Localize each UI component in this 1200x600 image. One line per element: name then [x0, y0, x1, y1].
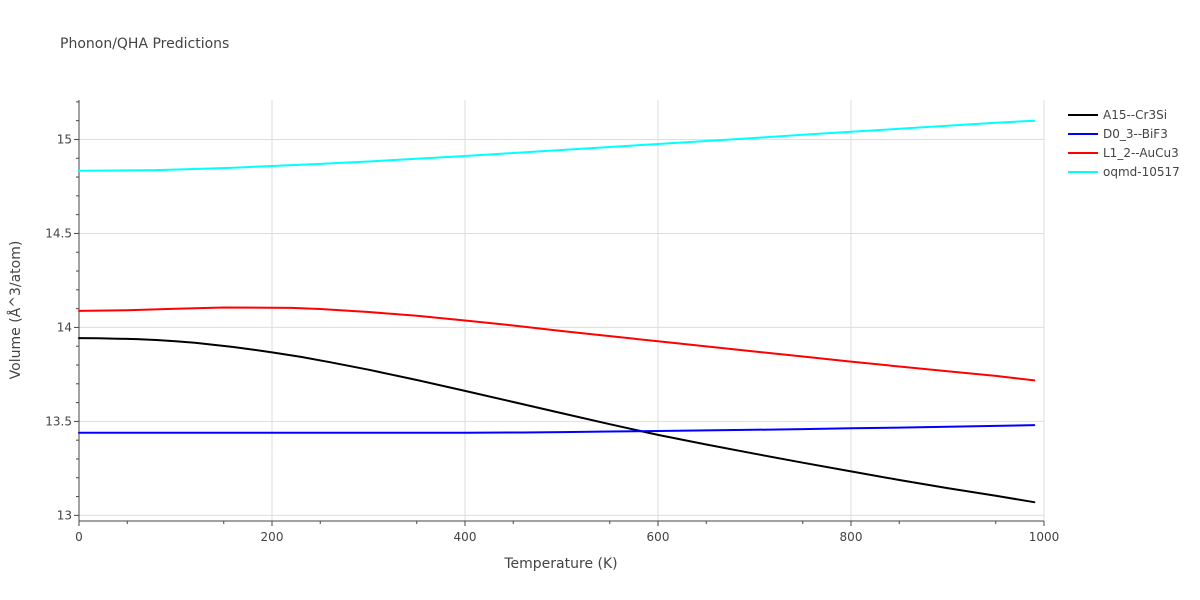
x-tick-label: 200 — [261, 530, 284, 544]
y-tick-label: 14.5 — [45, 226, 72, 240]
series-line-oqmd-10517 — [78, 119, 1036, 172]
chart-title: Phonon/QHA Predictions — [60, 36, 230, 52]
legend-label: A15--Cr3Si — [1103, 108, 1167, 122]
legend: A15--Cr3Si D0_3--BiF3 L1_2--AuCu3 oqmd-1051… — [1068, 108, 1180, 179]
y-tick-label: 14 — [57, 320, 72, 334]
y-tick-label: 13 — [57, 508, 72, 522]
grid-layer — [79, 100, 1045, 521]
x-tick-label: 1000 — [1029, 530, 1060, 544]
series-line-A15--Cr3Si — [78, 337, 1036, 504]
legend-item[interactable]: L1_2--AuCu3 — [1068, 146, 1179, 160]
legend-label: D0_3--BiF3 — [1103, 127, 1168, 141]
legend-label: L1_2--AuCu3 — [1103, 146, 1179, 160]
legend-label: oqmd-10517 — [1103, 165, 1180, 179]
series-line-D0_3--BiF3 — [78, 424, 1036, 434]
y-axis-label: Volume (Å^3/atom) — [7, 241, 24, 380]
x-tick-label: 400 — [454, 530, 477, 544]
x-tick-label: 0 — [75, 530, 83, 544]
y-tick-label: 15 — [57, 132, 72, 146]
series-layer — [78, 119, 1036, 504]
x-tick-label: 800 — [840, 530, 863, 544]
x-axis-label: Temperature (K) — [503, 556, 617, 572]
axis-layer — [78, 100, 1044, 522]
legend-item[interactable]: D0_3--BiF3 — [1068, 127, 1168, 141]
legend-item[interactable]: A15--Cr3Si — [1068, 108, 1167, 122]
y-tick-label: 13.5 — [45, 414, 72, 428]
x-tick-label: 600 — [647, 530, 670, 544]
tick-layer: 0 200 400 600 800 1000 13 13.5 14 14.5 15 — [45, 101, 1060, 544]
series-line-L1_2--AuCu3 — [78, 306, 1036, 382]
legend-item[interactable]: oqmd-10517 — [1068, 165, 1180, 179]
